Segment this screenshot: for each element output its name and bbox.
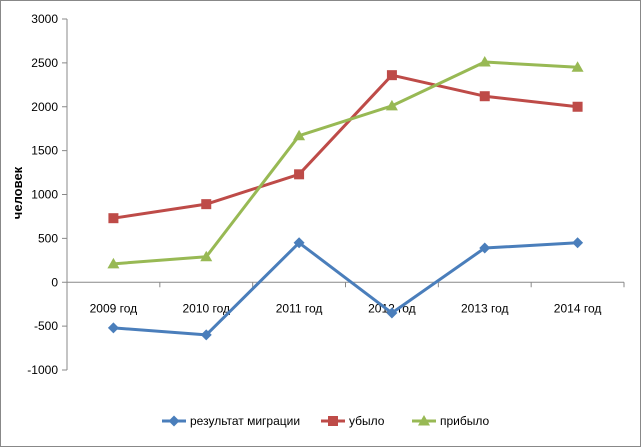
data-point [386, 70, 397, 81]
data-point [201, 199, 212, 210]
data-point [386, 307, 398, 319]
data-point [479, 91, 490, 102]
x-tick-label: 2009 год [90, 301, 138, 315]
y-tick-label: 0 [51, 275, 58, 289]
series-2 [107, 55, 584, 269]
data-point [294, 169, 305, 180]
x-tick-label: 2010 год [182, 301, 230, 315]
data-point [200, 250, 213, 262]
series-1 [108, 70, 583, 224]
axes: -1000 -500 0 500 1000 1500 2000 2500 3000 2009 го… [27, 12, 625, 377]
y-tick-label: 3000 [31, 12, 58, 26]
legend-marker [418, 415, 430, 426]
series-line [113, 241, 578, 337]
data-point [108, 213, 119, 224]
data-point [571, 61, 584, 72]
x-tick-label: 2011 год [276, 301, 323, 315]
series-layer [107, 55, 584, 341]
y-tick-label: -500 [34, 319, 58, 333]
data-point [478, 55, 491, 67]
data-point [107, 322, 119, 334]
data-point [107, 257, 120, 269]
legend-marker [168, 415, 180, 427]
y-tick-label: 500 [38, 231, 58, 245]
y-tick-label: 2000 [31, 100, 58, 114]
legend-item: результат миграции [162, 414, 300, 428]
data-point [200, 329, 212, 341]
series-0 [107, 237, 584, 341]
legend-label: прибыло [440, 414, 490, 428]
legend-item: убыло [321, 414, 385, 428]
legend-marker [328, 416, 338, 426]
y-tick-label: -1000 [27, 363, 58, 377]
data-point [385, 99, 398, 111]
legend-item: прибыло [412, 414, 490, 428]
y-tick-label: 2500 [31, 56, 58, 70]
series-line [113, 73, 578, 220]
data-point [293, 237, 305, 249]
data-point [572, 237, 584, 249]
y-tick-label: 1000 [31, 188, 58, 202]
legend-label: убыло [349, 414, 385, 428]
y-axis-label: человек [10, 166, 25, 219]
data-point [293, 129, 306, 141]
series-line [113, 60, 578, 266]
data-point [479, 242, 491, 254]
x-tick-label: 2014 год [554, 301, 602, 315]
data-point [572, 101, 583, 112]
x-tick-label: 2013 год [461, 301, 509, 315]
legend: результат миграции убыло прибыло [162, 414, 490, 428]
y-tick-label: 1500 [31, 144, 58, 158]
legend-label: результат миграции [190, 414, 300, 428]
